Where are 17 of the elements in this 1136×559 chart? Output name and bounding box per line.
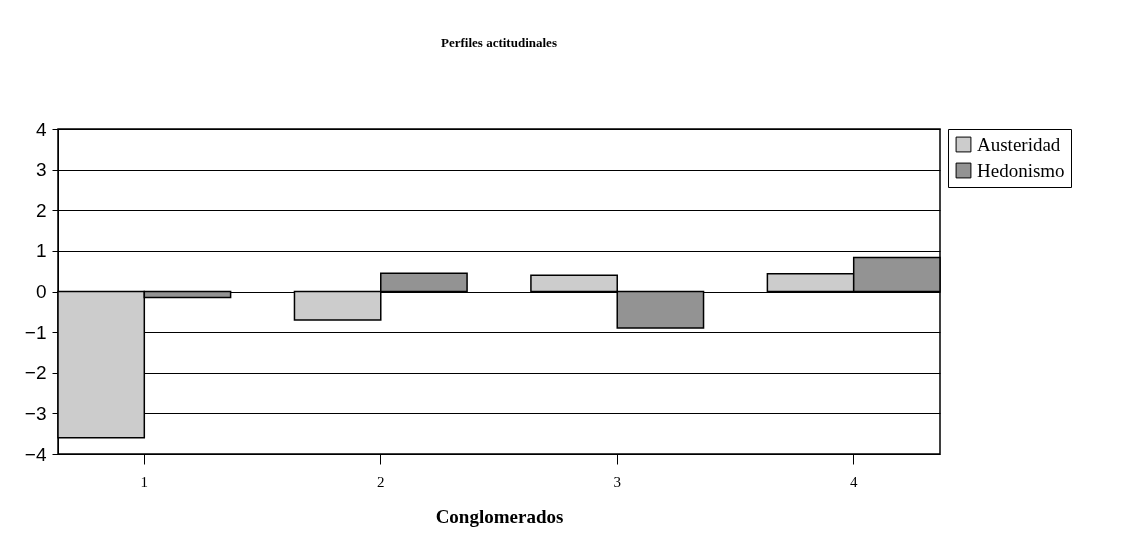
y-tick-label: 1 <box>35 240 47 262</box>
x-tick-label: 4 <box>849 473 858 490</box>
y-tick-label: −2 <box>24 362 47 384</box>
y-tick-label: −4 <box>24 443 47 465</box>
x-tick-label: 3 <box>613 473 621 490</box>
y-tick-label: 4 <box>35 118 47 140</box>
y-tick-label: 2 <box>35 199 47 221</box>
chart-title: Perfiles actitudinales <box>441 35 557 50</box>
legend-label: Austeridad <box>977 133 1061 155</box>
y-tick-label: −3 <box>24 402 47 424</box>
y-tick-label: 0 <box>35 281 47 302</box>
y-tick-label: −1 <box>24 321 47 343</box>
x-tick-label: 1 <box>140 473 149 490</box>
x-tick-label: 2 <box>377 473 385 490</box>
x-axis-title: Conglomerados <box>435 505 564 527</box>
legend-label: Hedonismo <box>977 159 1065 181</box>
y-tick-label: 3 <box>35 159 47 181</box>
